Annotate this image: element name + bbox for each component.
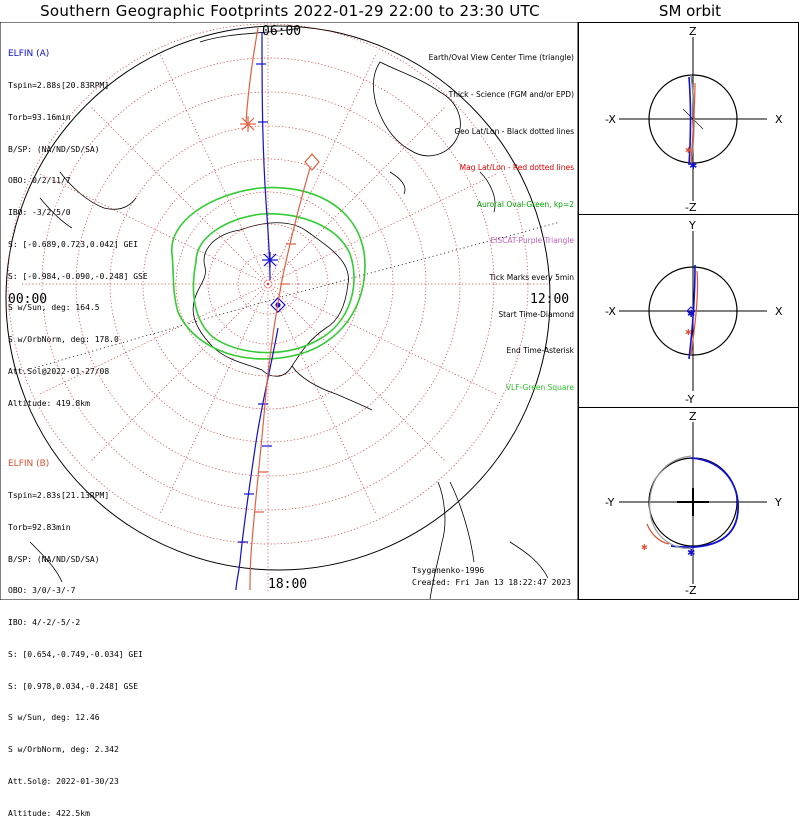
model-credit: Tsyganenko-1996 xyxy=(412,566,485,575)
elfin-a-line: B/SP: (NA/ND/SD/SA) xyxy=(8,144,100,154)
legend-item: Tick Marks every 5min xyxy=(489,273,574,283)
elfin-b-name: ELFIN (B) xyxy=(8,459,50,470)
elfin-a-name: ELFIN (A) xyxy=(8,49,50,60)
sm-panel-xy: ✱ ✱ Y -Y -X X xyxy=(578,214,799,408)
elfin-b-line: S w/OrbNorm, deg: 2.342 xyxy=(8,745,119,755)
sm-panel-xz: ✱ ✱ Z -Z -X X xyxy=(578,22,799,215)
legend-item: VLF-Green Square xyxy=(505,382,574,392)
elfin-b-line: S: [0.654,-0.749,-0.034] GEI xyxy=(8,649,143,659)
sm-xz-top: Z xyxy=(689,25,697,38)
polar-footprint-map xyxy=(0,22,578,600)
elfin-a-line: Altitude: 419.8km xyxy=(8,398,90,408)
elfin-b-start-diamond xyxy=(304,153,320,171)
elfin-b-info: ELFIN (B) Tspin=2.83s[21.13RPM] Torb=92.… xyxy=(8,438,143,830)
elfin-a-line: S: [-0.984,-0.090,-0.248] GSE xyxy=(8,271,148,281)
sm-orbit-title: SM orbit xyxy=(658,2,722,20)
legend-item: Start Time-Diamond xyxy=(498,309,574,319)
sm-xy-right: X xyxy=(775,305,783,318)
sm-plot-yz: ✱ ✱ Z -Z -Y Y xyxy=(605,410,782,597)
page-title: Southern Geographic Footprints 2022-01-2… xyxy=(40,2,540,20)
elfin-b-line: Tspin=2.83s[21.13RPM] xyxy=(8,490,110,500)
legend-item: Geo Lat/Lon - Black dotted lines xyxy=(454,126,574,136)
created-timestamp: Created: Fri Jan 13 18:22:47 2023 xyxy=(412,578,571,587)
geo-grid xyxy=(19,221,561,373)
sm-yz-top: Z xyxy=(689,410,697,423)
svg-text:✱: ✱ xyxy=(685,146,692,155)
elfin-a-line: Tspin=2.88s[20.83RPM] xyxy=(8,80,110,90)
legend-item: Thick - Science (FGM and/or EPD) xyxy=(448,90,574,100)
svg-text:✱: ✱ xyxy=(685,328,692,337)
legend-item: EISCAT-Purple Triangle xyxy=(490,236,574,246)
sm-xz-left: -X xyxy=(605,113,616,126)
legend-item: Auroral Oval-Green, kp=2 xyxy=(476,199,574,209)
legend-item: End Time-Asterisk xyxy=(506,346,574,356)
elfin-a-line: Att.Sol@2022-01-27/08 xyxy=(8,367,110,376)
elfin-a-line: S w/Sun, deg: 164.5 xyxy=(8,303,100,313)
svg-text:✱: ✱ xyxy=(687,309,695,320)
elfin-b-line: Torb=92.83min xyxy=(8,522,71,532)
auroral-oval xyxy=(171,186,366,360)
sm-xy-bottom: -Y xyxy=(685,393,695,406)
elfin-b-line: Att.Sol@: 2022-01-30/23 xyxy=(8,777,119,786)
elfin-b-line: IBO: 4/-2/-5/-2 xyxy=(8,618,81,628)
legend: Earth/Oval View Center Time (triangle) T… xyxy=(330,28,574,406)
sm-panel-yz: ✱ ✱ Z -Z -Y Y xyxy=(578,407,799,600)
sm-yz-bottom: -Z xyxy=(685,584,697,597)
svg-text:✱: ✱ xyxy=(687,548,695,559)
sm-yz-left: -Y xyxy=(605,496,615,509)
time-label-right: 12:00 xyxy=(530,292,570,307)
time-label-top: 06:00 xyxy=(262,24,302,39)
elfin-a-line: IBO: -3/2/5/0 xyxy=(8,208,71,218)
sm-plot-xz: ✱ ✱ Z -Z -X X xyxy=(605,25,783,214)
elfin-a-line: Torb=93.16min xyxy=(8,112,71,122)
elfin-a-line: OBO: 0/2/11/7 xyxy=(8,176,71,186)
sm-plot-xy: ✱ ✱ Y -Y -X X xyxy=(605,219,783,406)
elfin-a-end-asterisk xyxy=(262,252,278,268)
sm-xz-right: X xyxy=(775,113,783,126)
legend-item: Mag Lat/Lon - Red dotted lines xyxy=(459,163,574,173)
elfin-a-line: S: [-0.689,0.723,0.042] GEI xyxy=(8,239,139,249)
time-label-bottom: 18:00 xyxy=(268,577,308,592)
svg-text:✱: ✱ xyxy=(641,543,648,552)
elfin-b-line: Altitude: 422.5km xyxy=(8,808,90,818)
elfin-b-line: B/SP: (NA/ND/SD/SA) xyxy=(8,554,100,564)
elfin-b-track xyxy=(245,27,311,591)
elfin-b-line: OBO: 3/0/-3/-7 xyxy=(8,586,76,596)
elfin-b-end-asterisk xyxy=(240,116,256,132)
sm-xy-top: Y xyxy=(688,219,696,232)
elfin-a-info: ELFIN (A) Tspin=2.88s[20.83RPM] Torb=93.… xyxy=(8,28,148,420)
svg-text:✱: ✱ xyxy=(689,161,697,172)
sm-xy-left: -X xyxy=(605,305,616,318)
elfin-b-line: S w/Sun, deg: 12.46 xyxy=(8,713,100,723)
legend-item: Earth/Oval View Center Time (triangle) xyxy=(428,53,574,63)
sm-yz-right: Y xyxy=(774,496,782,509)
time-label-left: 00:00 xyxy=(8,292,48,307)
sm-xz-bottom: -Z xyxy=(685,201,697,214)
elfin-b-line: S: [0.978,0.034,-0.248] GSE xyxy=(8,681,139,691)
elfin-a-line: S w/OrbNorm, deg: 178.0 xyxy=(8,335,119,345)
